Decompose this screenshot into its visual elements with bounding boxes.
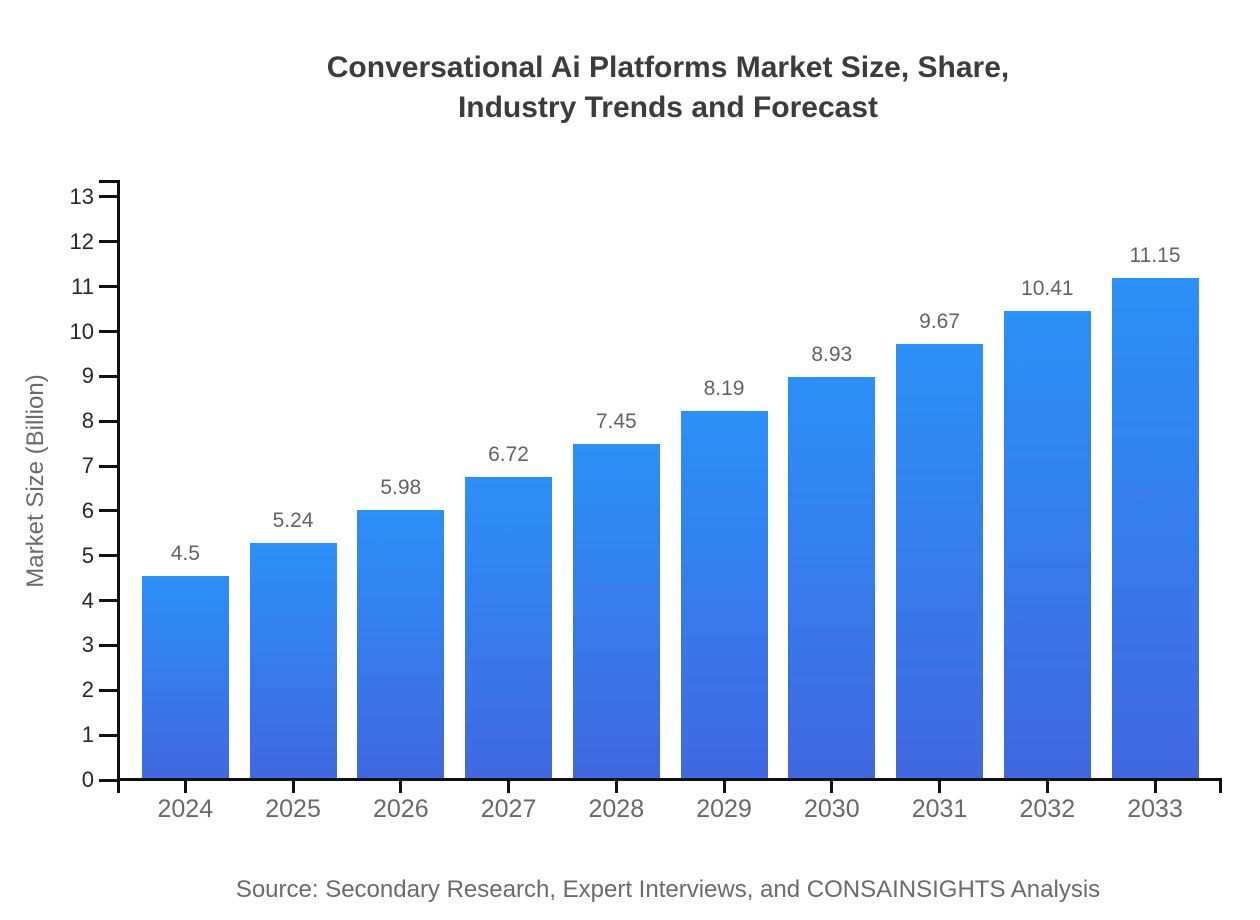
x-tick-label: 2029	[696, 795, 752, 823]
x-tick	[1045, 781, 1049, 793]
bar-2031	[896, 344, 984, 778]
bar-value-label: 8.19	[703, 376, 745, 400]
y-tick	[99, 240, 117, 244]
bar-2027	[465, 476, 553, 778]
bar-2024	[141, 576, 229, 778]
y-tick	[99, 330, 117, 333]
y-axis-end-cap	[99, 180, 117, 183]
bar-value-label: 5.98	[380, 475, 422, 499]
y-tick-label: 4	[81, 587, 94, 613]
y-tick-label: 10	[69, 318, 94, 344]
y-tick-label: 3	[81, 632, 94, 658]
x-tick-label: 2030	[803, 795, 860, 823]
x-tick	[291, 781, 295, 793]
y-tick-label: 9	[81, 363, 94, 389]
bar-value-label: 8.93	[811, 343, 853, 367]
x-tick-label: 2027	[480, 795, 537, 823]
y-tick-label: 7	[81, 453, 94, 479]
x-tick-label: 2028	[588, 795, 645, 823]
x-tick	[1153, 781, 1157, 793]
bar-2028	[572, 443, 660, 778]
bar-value-label: 5.24	[272, 508, 314, 532]
bar-value-label: 11.15	[1129, 243, 1181, 267]
bar-2030	[788, 377, 876, 778]
x-tick-label: 2024	[157, 795, 214, 823]
y-axis-line	[117, 180, 120, 793]
y-tick-label: 6	[81, 497, 94, 523]
y-tick	[99, 599, 117, 603]
x-tick	[614, 781, 618, 793]
bar-value-label: 4.5	[170, 542, 200, 566]
y-tick	[99, 509, 117, 513]
y-tick	[99, 285, 117, 289]
bar-2029	[680, 410, 768, 778]
source-text: Source: Secondary Research, Expert Inter…	[235, 876, 1101, 903]
x-tick	[399, 781, 403, 793]
y-tick-label: 5	[81, 542, 94, 568]
bar-2025	[249, 542, 337, 778]
y-tick-label: 8	[81, 408, 94, 434]
y-tick	[99, 374, 117, 378]
y-tick	[99, 464, 117, 468]
x-tick-label: 2031	[911, 795, 968, 823]
y-tick	[99, 419, 117, 423]
y-tick-label: 13	[69, 183, 94, 209]
x-tick-label: 2026	[372, 795, 429, 823]
y-tick-label: 0	[81, 767, 94, 792]
bar-2032	[1003, 311, 1091, 778]
x-tick-label: 2025	[265, 795, 321, 823]
chart-title-line-2: Industry Trends and Forecast	[457, 91, 879, 124]
bar-2026	[357, 509, 445, 778]
y-tick	[99, 778, 117, 782]
chart-title-line-1: Conversational Ai Platforms Market Size,…	[326, 51, 1010, 84]
chart-title: Conversational Ai Platforms Market Size,…	[114, 48, 1222, 128]
x-axis-line	[117, 778, 1222, 781]
bar-value-label: 10.41	[1021, 277, 1074, 301]
x-tick	[722, 781, 726, 793]
y-tick-label: 12	[69, 228, 94, 254]
x-tick-label: 2032	[1019, 795, 1076, 823]
y-tick	[99, 688, 117, 692]
x-tick	[507, 781, 511, 793]
x-axis-end-cap	[1219, 781, 1222, 793]
x-tick	[938, 781, 942, 793]
y-tick-label: 11	[71, 273, 94, 299]
y-tick	[99, 195, 117, 199]
bar-2033	[1111, 277, 1199, 778]
y-tick	[99, 643, 117, 647]
x-tick-label: 2033	[1127, 795, 1183, 823]
y-tick	[99, 554, 117, 558]
x-tick	[183, 781, 187, 793]
y-tick	[99, 733, 117, 737]
y-tick-label: 1	[81, 722, 94, 748]
bar-value-label: 7.45	[595, 409, 637, 433]
bar-value-label: 9.67	[919, 310, 960, 334]
bar-value-label: 6.72	[488, 442, 529, 466]
x-tick	[830, 781, 834, 793]
y-tick-label: 2	[81, 677, 94, 703]
